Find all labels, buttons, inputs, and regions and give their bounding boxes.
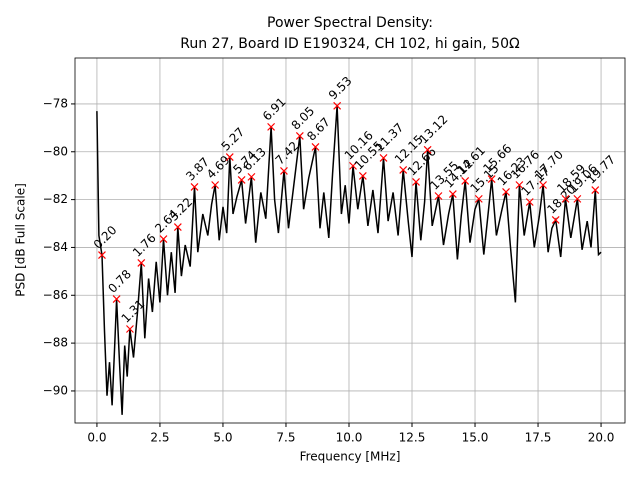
peak-marker	[137, 259, 146, 267]
peak-marker	[173, 223, 182, 232]
peak-marker	[591, 186, 600, 194]
peak-marker	[515, 181, 524, 189]
peak-marker	[311, 143, 320, 151]
peak-label: 13.12	[416, 112, 450, 146]
peak-marker	[267, 122, 276, 131]
peak-marker	[423, 145, 432, 154]
peak-marker	[333, 101, 342, 110]
peak-marker	[525, 198, 534, 206]
x-tick-label: 15.0	[462, 431, 489, 445]
chart-subtitle: Run 27, Board ID E190324, CH 102, hi gai…	[180, 36, 520, 52]
peak-label: 0.78	[105, 267, 134, 296]
x-tick-label: 10.0	[336, 431, 363, 445]
peak-marker	[502, 188, 510, 196]
y-tick-label: −86	[43, 288, 68, 302]
x-tick-label: 2.5	[150, 431, 169, 445]
peak-marker	[573, 194, 582, 203]
peak-marker	[379, 154, 388, 162]
peak-marker	[211, 181, 220, 189]
x-tick-label: 7.5	[276, 431, 295, 445]
peak-label: 1.76	[130, 231, 159, 260]
peak-marker	[190, 182, 199, 191]
psd-line	[96, 105, 602, 415]
peak-marker	[551, 216, 560, 224]
y-tick-label: −88	[43, 336, 68, 350]
x-tick-label: 5.0	[213, 431, 232, 445]
peak-marker	[247, 172, 256, 181]
x-tick-label: 17.5	[525, 431, 552, 445]
peak-marker	[539, 181, 548, 189]
peak-marker	[295, 132, 304, 140]
peak-marker	[349, 161, 357, 170]
peak-marker	[474, 194, 483, 203]
plot-frame	[74, 57, 626, 424]
peak-label: 6.13	[240, 145, 269, 174]
x-axis-label: Frequency [MHz]	[300, 450, 401, 464]
x-tick-label: 20.0	[588, 431, 615, 445]
peak-marker	[412, 177, 420, 186]
peak-marker	[225, 153, 234, 161]
peak-marker	[461, 177, 470, 185]
y-tick-label: −82	[43, 192, 68, 206]
y-tick-label: −78	[43, 96, 68, 110]
peak-marker	[126, 325, 134, 333]
peak-marker	[237, 176, 246, 184]
peak-marker	[561, 194, 570, 203]
peak-marker	[98, 251, 106, 260]
y-tick-label: −90	[43, 383, 68, 397]
peak-marker	[358, 171, 367, 180]
peak-marker	[448, 190, 457, 199]
peak-marker	[434, 192, 443, 200]
y-tick-label: −80	[43, 144, 68, 158]
x-tick-label: 0.0	[87, 431, 106, 445]
y-axis-label: PSD [dB Full Scale]	[14, 183, 28, 297]
peak-marker	[159, 235, 168, 243]
peak-marker	[487, 175, 496, 183]
peak-label: 9.53	[326, 74, 355, 103]
x-tick-label: 12.5	[399, 431, 426, 445]
chart-title: Power Spectral Density:	[267, 15, 433, 31]
peak-marker	[112, 295, 121, 304]
peak-marker	[399, 166, 408, 174]
peak-label: 6.91	[260, 95, 289, 124]
peak-marker	[280, 166, 288, 175]
y-tick-label: −84	[43, 240, 68, 254]
